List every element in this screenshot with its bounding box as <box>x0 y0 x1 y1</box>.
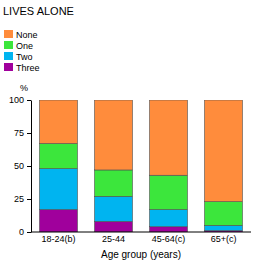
x-tick: 45-64(c) <box>152 232 186 244</box>
y-tick: 75 <box>14 128 31 138</box>
legend-label: Three <box>16 63 40 73</box>
legend-label: One <box>16 41 33 51</box>
bar-segment <box>40 210 78 232</box>
legend-swatch <box>4 63 13 71</box>
bar-segment <box>205 225 243 230</box>
x-tick-label: 45-64(c) <box>152 234 186 244</box>
y-tick: 0 <box>19 227 31 237</box>
x-tick-label: 18-24(b) <box>41 234 75 244</box>
y-tick-mark <box>27 133 31 134</box>
bar-segment <box>40 144 78 169</box>
y-tick-mark <box>27 166 31 167</box>
legend-swatch <box>4 52 13 60</box>
bar-segment <box>150 175 188 209</box>
y-tick-label: 50 <box>14 161 24 171</box>
bar-segment <box>95 221 133 232</box>
bars <box>40 100 243 232</box>
x-tick: 18-24(b) <box>41 232 75 244</box>
x-tick-label: 65+(c) <box>211 234 237 244</box>
x-axis: 18-24(b) 25-44 45-64(c) 65+(c) <box>31 232 251 244</box>
y-tick-mark <box>27 100 31 101</box>
bar-segment <box>150 227 188 232</box>
y-tick-label: 0 <box>19 227 24 237</box>
legend-swatch <box>4 30 13 38</box>
bar-segment <box>150 100 188 175</box>
bar-segment <box>95 196 133 221</box>
y-tick: 25 <box>14 194 31 204</box>
bar-segment <box>40 100 78 144</box>
y-tick-label: 100 <box>9 95 24 105</box>
y-axis: 0 25 50 75 100 <box>9 95 32 237</box>
x-tick: 65+(c) <box>211 232 237 244</box>
x-tick-label: 25-44 <box>102 234 125 244</box>
x-axis-line <box>31 232 251 233</box>
y-tick-mark <box>27 199 31 200</box>
y-tick-mark <box>27 232 31 233</box>
title: LIVES ALONE <box>3 5 74 17</box>
bar-segment <box>95 170 133 196</box>
x-tick: 25-44 <box>102 232 125 244</box>
y-axis-title: % <box>20 83 28 93</box>
y-tick-label: 25 <box>14 194 24 204</box>
legend-label: None <box>16 30 38 40</box>
x-axis-title: Age group (years) <box>101 249 181 260</box>
bar-segment <box>40 169 78 210</box>
y-tick: 100 <box>9 95 31 105</box>
y-tick: 50 <box>14 161 31 171</box>
legend-label: Two <box>16 52 33 62</box>
bar-segment <box>205 202 243 226</box>
bar-segment <box>95 100 133 170</box>
legend-swatch <box>4 41 13 49</box>
y-axis-line <box>31 101 32 233</box>
y-tick-label: 75 <box>14 128 24 138</box>
bar-segment <box>150 210 188 227</box>
legend: NoneOneTwoThree <box>4 30 40 73</box>
bar-segment <box>205 100 243 202</box>
